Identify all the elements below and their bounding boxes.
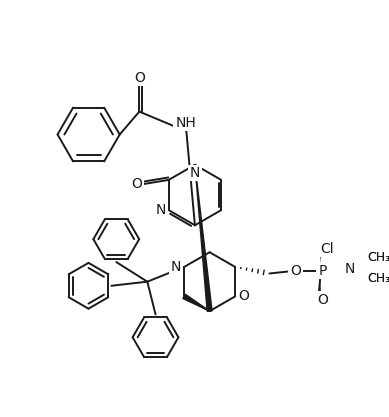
Text: O: O (133, 71, 145, 85)
Text: Cl: Cl (321, 242, 334, 256)
Text: O: O (290, 264, 301, 278)
Text: CH₃: CH₃ (368, 272, 389, 285)
Text: N: N (155, 203, 166, 217)
Text: N: N (155, 203, 166, 217)
Text: N: N (155, 203, 166, 217)
Text: O: O (238, 289, 249, 304)
Text: P: P (319, 264, 327, 278)
Text: CH₃: CH₃ (368, 272, 389, 285)
Text: N: N (344, 261, 355, 276)
Text: NH: NH (175, 116, 196, 130)
Polygon shape (183, 294, 210, 311)
Text: O: O (290, 264, 301, 278)
Text: N: N (190, 166, 200, 180)
Text: N: N (189, 166, 201, 180)
Text: N: N (344, 261, 355, 276)
Text: P: P (319, 264, 327, 278)
Polygon shape (195, 165, 212, 311)
Text: Cl: Cl (321, 242, 334, 256)
Text: O: O (131, 177, 142, 191)
Text: O: O (134, 71, 145, 85)
Text: O: O (131, 177, 143, 191)
Text: NH: NH (175, 116, 196, 130)
Text: P: P (317, 264, 328, 278)
Text: CH₃: CH₃ (368, 251, 389, 264)
Text: N: N (190, 166, 200, 180)
Text: NH: NH (174, 116, 198, 130)
Text: N: N (170, 260, 182, 274)
Text: O: O (317, 293, 328, 306)
Text: N: N (171, 260, 181, 274)
Text: O: O (317, 293, 328, 306)
Text: O: O (237, 289, 249, 304)
Text: O: O (317, 293, 329, 306)
Text: N: N (171, 260, 181, 274)
Text: Cl: Cl (320, 242, 335, 256)
Text: N: N (344, 261, 356, 276)
Text: O: O (131, 177, 142, 191)
Text: O: O (134, 71, 145, 85)
Text: O: O (290, 264, 301, 278)
Text: CH₃: CH₃ (368, 251, 389, 264)
Text: O: O (238, 289, 249, 304)
